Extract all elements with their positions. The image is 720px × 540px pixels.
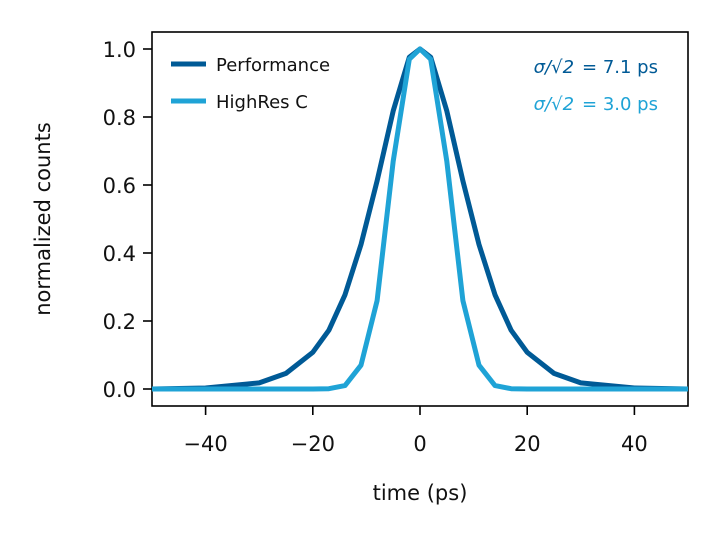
x-axis: −40 −20 0 20 40 <box>183 406 648 456</box>
y-tick-label: 0.6 <box>103 174 136 198</box>
y-tick-label: 0.4 <box>103 242 136 266</box>
y-tick-label: 1.0 <box>103 38 136 62</box>
sigma-annotations: σ/√2 = 7.1 ps σ/√2 = 3.0 ps <box>534 57 658 115</box>
y-tick-label: 0.0 <box>103 378 136 402</box>
legend-label: Performance <box>216 55 330 76</box>
legend-label: HighRes C <box>216 92 308 113</box>
y-tick-label: 0.8 <box>103 106 136 130</box>
x-tick-label: 20 <box>514 432 541 456</box>
plot-area <box>151 31 689 407</box>
legend: Performance HighRes C <box>171 55 330 113</box>
x-axis-label: time (ps) <box>373 481 468 505</box>
sigma-annotation: σ/√2 = 7.1 ps <box>534 57 658 78</box>
x-tick-label: −20 <box>291 432 335 456</box>
series-lines <box>151 46 689 392</box>
x-tick-label: −40 <box>183 432 227 456</box>
x-tick-label: 0 <box>413 432 426 456</box>
y-axis: 0.0 0.2 0.4 0.6 0.8 1.0 <box>103 38 152 402</box>
y-axis-label: normalized counts <box>31 122 55 316</box>
x-tick-label: 40 <box>621 432 648 456</box>
sigma-annotation: σ/√2 = 3.0 ps <box>534 94 658 115</box>
y-tick-label: 0.2 <box>103 310 136 334</box>
series-line-2 <box>152 46 688 392</box>
